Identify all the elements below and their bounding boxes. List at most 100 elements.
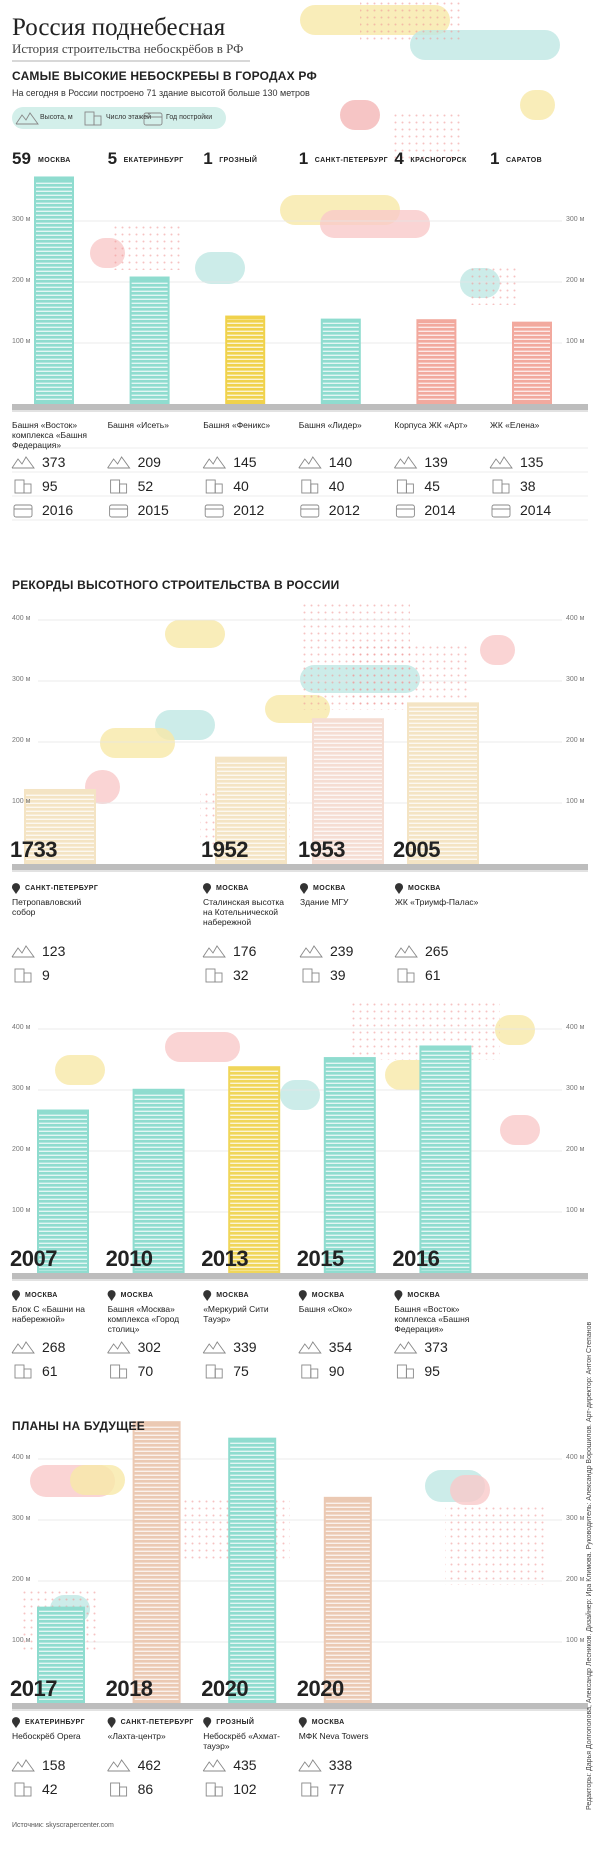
height-icon xyxy=(298,456,322,469)
building-name: Башня «Феникс» xyxy=(203,420,271,430)
floors-icon xyxy=(23,1786,32,1797)
stat-floors: 32 xyxy=(233,967,249,983)
floors-icon xyxy=(214,483,223,494)
stat-year: 2012 xyxy=(233,502,265,518)
y-tick-label: 300 м xyxy=(566,1515,585,1522)
height-icon xyxy=(298,1341,322,1354)
stat-floors: 75 xyxy=(233,1363,249,1379)
floors-icon xyxy=(119,483,128,494)
city-name: МОСКВА xyxy=(311,1719,345,1726)
city-name: КРАСНОГОРСК xyxy=(410,157,467,164)
decor-blob xyxy=(165,620,225,648)
building-name: Башня «Восток» комплекса «Башня Федераци… xyxy=(394,1304,470,1334)
legend-item: Число этажей xyxy=(106,114,152,121)
building-stripes xyxy=(26,792,94,862)
y-tick-label: 100 м xyxy=(12,798,31,805)
height-icon xyxy=(202,945,226,958)
stat-year: 2015 xyxy=(137,502,169,518)
building-name: Блок С «Башни на набережной» xyxy=(12,1304,85,1324)
stat-height: 339 xyxy=(233,1339,257,1355)
floors-icon xyxy=(396,479,407,494)
decor-blob xyxy=(450,1475,490,1505)
stat-height: 140 xyxy=(328,454,353,470)
ground xyxy=(12,1273,588,1279)
stat-height: 302 xyxy=(137,1339,161,1355)
decor-dots xyxy=(445,1505,545,1585)
city-name: САНКТ-ПЕТЕРБУРГ xyxy=(120,1719,194,1726)
y-tick-label: 400 м xyxy=(12,1454,31,1461)
y-tick-label: 400 м xyxy=(566,1024,585,1031)
height-icon xyxy=(107,1341,131,1354)
floors-icon xyxy=(23,972,32,983)
y-tick-label: 300 м xyxy=(566,216,585,223)
city-name: МОСКВА xyxy=(408,885,441,892)
stat-floors: 40 xyxy=(328,478,345,494)
stat-height: 265 xyxy=(425,943,449,959)
building-stripes xyxy=(230,1070,279,1271)
y-tick-label: 100 м xyxy=(12,338,31,345)
year-label: 2005 xyxy=(393,837,440,862)
year-icon xyxy=(491,504,511,518)
stat-floors: 39 xyxy=(330,967,346,983)
city-name: МОСКВА xyxy=(120,1292,154,1299)
building-stripes xyxy=(39,1610,83,1701)
pin-icon xyxy=(298,1717,307,1728)
year-label: 2015 xyxy=(296,1246,344,1271)
floors-icon xyxy=(397,968,408,983)
stat-year: 2012 xyxy=(328,502,360,518)
building-name: Башня «Око» xyxy=(298,1304,353,1314)
stat-floors: 61 xyxy=(42,1363,58,1379)
ground xyxy=(12,404,588,410)
building-name: «Лахта-центр» xyxy=(107,1731,166,1741)
floors-icon xyxy=(501,483,510,494)
stat-floors: 95 xyxy=(42,478,58,494)
decor-blob xyxy=(70,1465,125,1495)
floors-icon xyxy=(205,479,216,494)
floors-icon xyxy=(301,1782,312,1797)
height-icon xyxy=(11,1759,35,1772)
height-icon xyxy=(202,1759,227,1772)
stat-floors: 40 xyxy=(233,478,249,494)
y-tick-label: 300 м xyxy=(12,216,31,223)
floors-icon xyxy=(405,1368,414,1379)
floors-icon xyxy=(310,1786,319,1797)
city-name: МОСКВА xyxy=(38,157,71,164)
stat-height: 268 xyxy=(42,1339,66,1355)
city-name: МОСКВА xyxy=(25,1292,58,1299)
building-stripes xyxy=(325,1500,370,1701)
year-label: 1953 xyxy=(298,837,345,862)
floors-icon xyxy=(119,1368,128,1379)
floors-icon xyxy=(14,1782,25,1797)
decor-dots xyxy=(390,110,460,160)
ground xyxy=(12,1703,588,1709)
city-name: ГРОЗНЫЙ xyxy=(216,1719,255,1726)
building-stripes xyxy=(134,1092,183,1271)
year-label: 2013 xyxy=(201,1246,249,1271)
year-label: 1733 xyxy=(10,837,57,862)
ground-shadow xyxy=(12,870,588,872)
decor-dots xyxy=(360,0,460,40)
stat-height: 139 xyxy=(424,454,448,470)
building-name: Башня «Лидер» xyxy=(298,420,362,430)
floors-icon xyxy=(396,1364,407,1379)
building-name: ЖК «Триумф-Палас» xyxy=(395,897,479,907)
section-note: На сегодня в России построено 71 здание … xyxy=(12,88,310,98)
building-stripes xyxy=(217,760,285,862)
stat-height: 158 xyxy=(42,1757,66,1773)
stat-height: 239 xyxy=(330,943,354,959)
section-heading: САМЫЕ ВЫСОКИЕ НЕБОСКРЕБЫ В ГОРОДАХ РФ xyxy=(12,69,317,83)
legend-item: Высота, м xyxy=(40,114,73,121)
building-name: Башня «Исеть» xyxy=(107,420,169,430)
y-tick-label: 400 м xyxy=(566,615,585,622)
legend-item: Год постройки xyxy=(166,114,213,121)
city-name: МОСКВА xyxy=(311,1292,345,1299)
y-tick-label: 200 м xyxy=(12,1146,31,1153)
y-tick-label: 300 м xyxy=(12,676,31,683)
decor-dots xyxy=(110,225,180,270)
floors-icon xyxy=(205,968,216,983)
building-stripes xyxy=(514,325,550,402)
city-count: 1 xyxy=(298,149,309,168)
building-name: Башня «Москва» комплекса «Город столиц» xyxy=(107,1304,180,1334)
credits-note: Редакторы: Дарья Долгополова, Александр … xyxy=(586,1321,593,1810)
y-tick-label: 300 м xyxy=(566,1085,585,1092)
